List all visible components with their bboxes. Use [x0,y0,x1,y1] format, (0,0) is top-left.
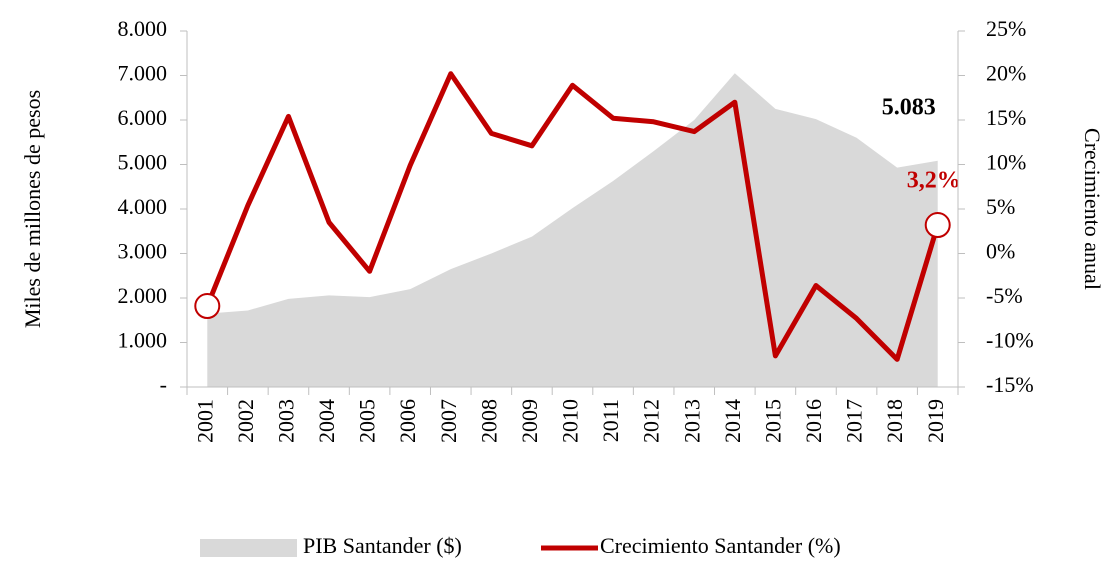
x-tick-label: 2012 [639,399,664,443]
y2-tick-label: 10% [986,150,1026,175]
y2-tick-label: 20% [986,61,1026,86]
y2-tick-label: 5% [986,194,1015,219]
y2-tick-label: 25% [986,16,1026,41]
x-tick-label: 2014 [720,399,745,443]
y-tick-label: 3.000 [118,239,168,264]
y2-axis-label: Crecimiento anual [1080,128,1105,290]
legend-label: Crecimiento Santander (%) [600,533,841,558]
x-tick-label: 2005 [355,399,380,443]
x-tick-label: 2018 [882,399,907,443]
legend-swatch [200,539,297,557]
y-tick-label: 6.000 [118,105,168,130]
x-tick-label: 2006 [395,399,420,443]
y2-tick-label: 15% [986,105,1026,130]
value-label: 3,2% [907,168,961,194]
y-tick-label: - [160,372,167,397]
y-tick-label: 8.000 [118,16,168,41]
area [207,73,938,388]
y-tick-label: 1.000 [118,328,168,353]
x-tick-label: 2009 [517,399,542,443]
x-tick-label: 2019 [923,399,948,443]
y-tick-label: 5.000 [118,150,168,175]
x-tick-label: 2004 [314,399,339,443]
x-tick-label: 2007 [436,399,461,443]
y-tick-label: 2.000 [118,283,168,308]
y2-tick-label: -15% [986,372,1034,397]
x-tick-label: 2003 [273,399,298,443]
x-tick-label: 2001 [192,399,217,443]
x-tick-label: 2015 [760,399,785,443]
x-tick-label: 2002 [233,399,258,443]
point-marker [924,212,951,239]
x-tick-label: 2010 [558,399,583,443]
legend-label: PIB Santander ($) [303,533,462,558]
y2-tick-label: -5% [986,283,1023,308]
point-marker [194,293,221,320]
y2-tick-label: 0% [986,239,1015,264]
x-tick-label: 2016 [801,399,826,443]
x-tick-label: 2017 [842,399,867,443]
y2-tick-label: -10% [986,328,1034,353]
line [204,71,941,362]
x-tick-label: 2008 [476,399,501,443]
y-axis-label: Miles de millones de pesos [20,90,45,328]
x-tick-label: 2013 [679,399,704,443]
x-tick-label: 2011 [598,399,623,442]
y-tick-label: 4.000 [118,194,168,219]
value-label: 5.083 [882,94,936,120]
y-tick-label: 7.000 [118,61,168,86]
